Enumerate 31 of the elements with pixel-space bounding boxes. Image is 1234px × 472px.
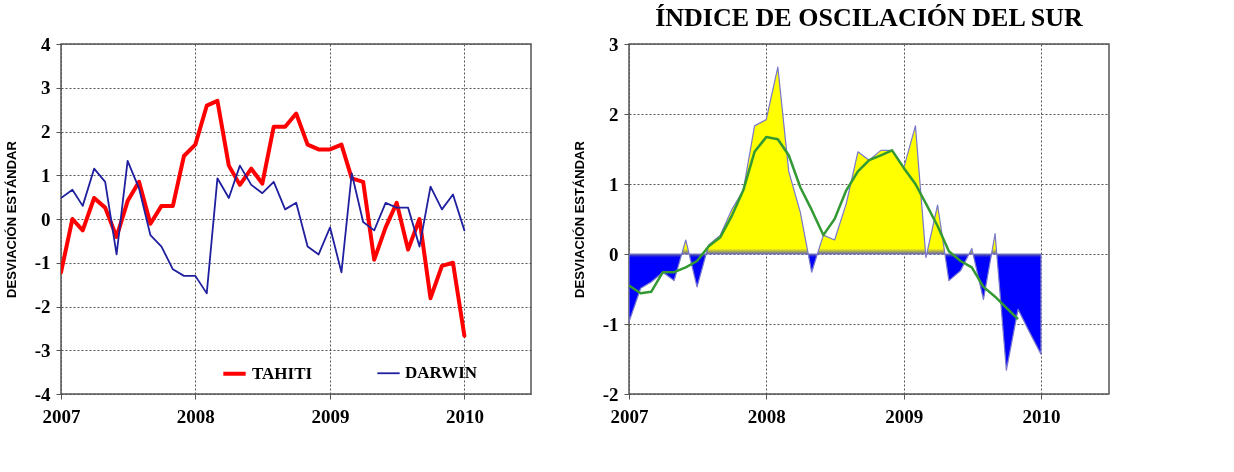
x-tick-label: 2009 bbox=[885, 405, 924, 427]
y-tick-label: 4 bbox=[41, 33, 51, 55]
legend-label: TAHITI bbox=[252, 363, 313, 383]
y-axis-title: DESVIACIÓN ESTÁNDAR bbox=[571, 140, 587, 298]
line-series bbox=[61, 98, 467, 338]
y-tick-label: -4 bbox=[34, 383, 51, 405]
y-axis-title: DESVIACIÓN ESTÁNDAR bbox=[3, 140, 19, 298]
x-tick-label: 2007 bbox=[42, 405, 81, 427]
x-tick-label: 2008 bbox=[176, 405, 215, 427]
x-tick-label: 2008 bbox=[747, 405, 786, 427]
y-tick-label: 0 bbox=[41, 208, 51, 230]
y-tick-label: -2 bbox=[34, 296, 51, 317]
x-tick-label: 2007 bbox=[610, 405, 649, 427]
chart-title: ÍNDICE DE OSCILACIÓN DEL SUR bbox=[655, 3, 1084, 32]
y-tick-label: 2 bbox=[609, 103, 619, 125]
y-tick-label: -1 bbox=[34, 252, 51, 274]
y-tick-label: -3 bbox=[34, 339, 51, 361]
x-tick-label: 2009 bbox=[311, 405, 350, 427]
y-tick-label: 0 bbox=[609, 243, 619, 265]
y-tick-label: 3 bbox=[41, 77, 51, 99]
x-tick-label: 2010 bbox=[445, 405, 484, 427]
y-tick-label: 1 bbox=[41, 164, 51, 186]
line-series bbox=[61, 159, 466, 295]
y-tick-label: 1 bbox=[609, 173, 619, 195]
y-tick-label: -2 bbox=[602, 383, 619, 405]
x-tick-label: 2010 bbox=[1022, 405, 1061, 427]
y-tick-label: -1 bbox=[602, 313, 619, 335]
y-tick-label: 2 bbox=[41, 121, 51, 142]
line-series bbox=[629, 135, 1020, 321]
legend-label: DARWIN bbox=[405, 363, 478, 383]
y-tick-label: 3 bbox=[609, 33, 619, 55]
